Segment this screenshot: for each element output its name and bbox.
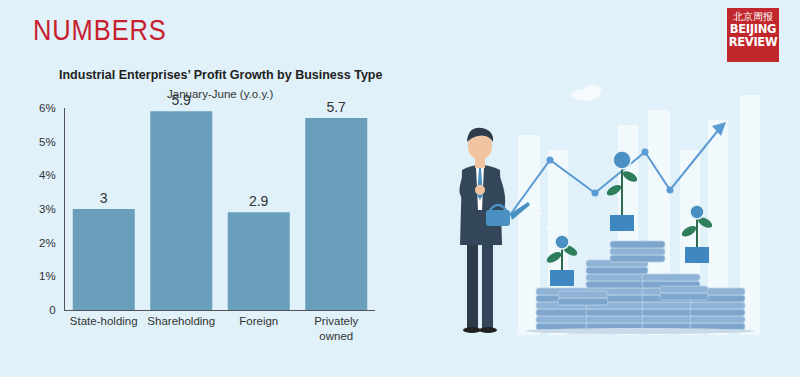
svg-text:6%: 6% bbox=[39, 102, 56, 114]
html-text:北京周报: 北京周报 bbox=[733, 11, 773, 22]
svg-text:Foreign: Foreign bbox=[239, 315, 278, 327]
svg-text:0: 0 bbox=[49, 304, 55, 316]
svg-text:3: 3 bbox=[100, 190, 108, 206]
svg-text:2%: 2% bbox=[39, 237, 56, 249]
svg-text:Privatelyowned: Privatelyowned bbox=[314, 315, 358, 342]
html-text:REVIEW: REVIEW bbox=[728, 35, 778, 49]
svg-text:2.9: 2.9 bbox=[249, 193, 269, 209]
svg-text:4%: 4% bbox=[39, 169, 56, 181]
svg-text:5.7: 5.7 bbox=[326, 99, 346, 115]
html-text:NUMBERS: NUMBERS bbox=[33, 14, 167, 46]
svg-text:5.9: 5.9 bbox=[171, 92, 191, 108]
html-text:BEIJING: BEIJING bbox=[729, 22, 777, 36]
svg-text:3%: 3% bbox=[39, 203, 56, 215]
svg-text:January-June (y.o.y.): January-June (y.o.y.) bbox=[167, 88, 273, 100]
svg-text:Industrial Enterprises’ Profit: Industrial Enterprises’ Profit Growth by… bbox=[59, 68, 382, 82]
svg-text:1%: 1% bbox=[39, 270, 56, 282]
svg-text:Shareholding: Shareholding bbox=[147, 315, 215, 327]
svg-text:State-holding: State-holding bbox=[70, 315, 138, 327]
svg-text:5%: 5% bbox=[39, 136, 56, 148]
